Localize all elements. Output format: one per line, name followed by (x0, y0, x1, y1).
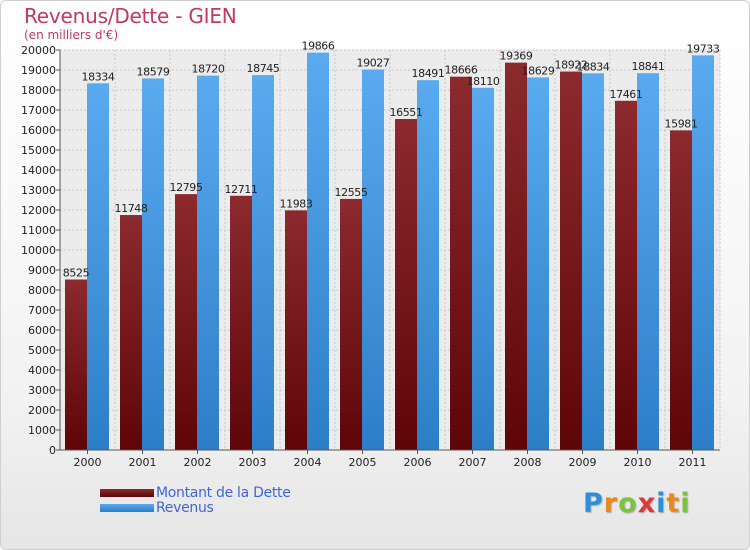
logo-letter: i (656, 488, 667, 519)
bar-dette (230, 195, 252, 450)
y-tick-label: 6000 (28, 324, 56, 337)
x-tick-label: 2004 (294, 456, 322, 469)
logo-letter: t (666, 488, 681, 519)
proxiti-logo: Proxiti (583, 488, 691, 519)
data-label-revenus: 18110 (467, 75, 500, 88)
y-tick-label: 10000 (21, 244, 56, 257)
bar-dette (670, 130, 692, 450)
bar-dette (505, 62, 527, 451)
data-label-revenus: 19866 (302, 40, 335, 53)
y-tick-label: 9000 (28, 264, 56, 277)
data-label-dette: 8525 (63, 267, 90, 280)
y-tick-label: 15000 (21, 144, 56, 157)
logo-letter: x (637, 488, 657, 519)
y-tick-label: 16000 (21, 124, 56, 137)
data-label-dette: 15981 (665, 117, 698, 130)
bar-dette (175, 194, 197, 450)
x-tick-label: 2011 (679, 456, 707, 469)
data-label-revenus: 18491 (412, 67, 445, 80)
bar-dette (560, 71, 582, 450)
x-tick-label: 2001 (129, 456, 157, 469)
data-label-revenus: 18841 (632, 60, 665, 73)
y-tick-label: 2000 (28, 404, 56, 417)
y-tick-label: 18000 (21, 84, 56, 97)
y-tick-label: 0 (49, 444, 56, 457)
y-tick-label: 13000 (21, 184, 56, 197)
legend-swatch-dette (100, 489, 154, 497)
bar-revenus (582, 73, 604, 450)
bar-revenus (472, 87, 494, 451)
y-tick-label: 14000 (21, 164, 56, 177)
x-tick-label: 2010 (624, 456, 652, 469)
data-label-dette: 12795 (170, 181, 203, 194)
x-tick-label: 2008 (514, 456, 542, 469)
y-tick-label: 17000 (21, 104, 56, 117)
chart-title: Revenus/Dette - GIEN (24, 4, 237, 28)
data-label-dette: 17461 (610, 88, 643, 101)
y-tick-label: 19000 (21, 64, 56, 77)
data-label-dette: 11983 (280, 197, 313, 210)
bar-dette (120, 215, 142, 450)
x-tick-label: 2000 (74, 456, 102, 469)
bar-revenus (637, 73, 659, 451)
y-tick-label: 5000 (28, 344, 56, 357)
logo-letter: P (583, 488, 604, 519)
bar-revenus (142, 78, 164, 451)
x-tick-label: 2003 (239, 456, 267, 469)
bar-dette (340, 198, 362, 450)
y-tick-label: 4000 (28, 364, 56, 377)
data-label-revenus: 19733 (687, 42, 720, 55)
bar-revenus (527, 77, 549, 451)
x-tick-label: 2002 (184, 456, 212, 469)
y-tick-label: 20000 (21, 44, 56, 57)
data-label-dette: 12711 (225, 183, 258, 196)
data-label-revenus: 18834 (577, 60, 610, 73)
data-label-revenus: 18334 (82, 70, 115, 83)
data-label-revenus: 18745 (247, 62, 280, 75)
data-label-dette: 12555 (335, 186, 368, 199)
bar-revenus (197, 75, 219, 450)
bar-dette (615, 100, 637, 450)
bar-revenus (307, 52, 329, 451)
bar-revenus (417, 80, 439, 451)
logo-letter: i (680, 488, 691, 519)
x-tick-label: 2005 (349, 456, 377, 469)
bar-dette (450, 76, 472, 451)
bar-dette (395, 118, 417, 450)
data-label-dette: 19369 (500, 50, 533, 63)
y-tick-label: 1000 (28, 424, 56, 437)
legend-label-revenus: Revenus (156, 500, 214, 516)
data-label-revenus: 18579 (137, 65, 170, 78)
logo-letter: o (618, 488, 638, 519)
data-label-revenus: 18720 (192, 63, 225, 76)
x-tick-label: 2009 (569, 456, 597, 469)
data-label-dette: 18666 (445, 64, 478, 77)
data-label-revenus: 19027 (357, 56, 390, 69)
data-label-dette: 18922 (555, 59, 588, 72)
bar-revenus (252, 75, 274, 450)
bar-revenus (87, 83, 109, 450)
bar-revenus (692, 55, 714, 451)
bar-dette (65, 279, 87, 450)
logo-letter: r (603, 488, 619, 519)
legend-label-dette: Montant de la Dette (156, 485, 291, 501)
legend-swatch-revenus (100, 504, 154, 512)
data-label-dette: 11748 (115, 202, 148, 215)
y-tick-label: 3000 (28, 384, 56, 397)
y-tick-label: 12000 (21, 204, 56, 217)
bar-revenus (362, 69, 384, 451)
y-tick-label: 7000 (28, 304, 56, 317)
data-label-revenus: 18629 (522, 64, 555, 77)
y-tick-label: 8000 (28, 284, 56, 297)
x-tick-label: 2006 (404, 456, 432, 469)
chart-subtitle: (en milliers d'€) (24, 28, 119, 42)
y-tick-label: 11000 (21, 224, 56, 237)
x-tick-label: 2007 (459, 456, 487, 469)
data-label-dette: 16551 (390, 106, 423, 119)
bar-dette (285, 210, 307, 450)
